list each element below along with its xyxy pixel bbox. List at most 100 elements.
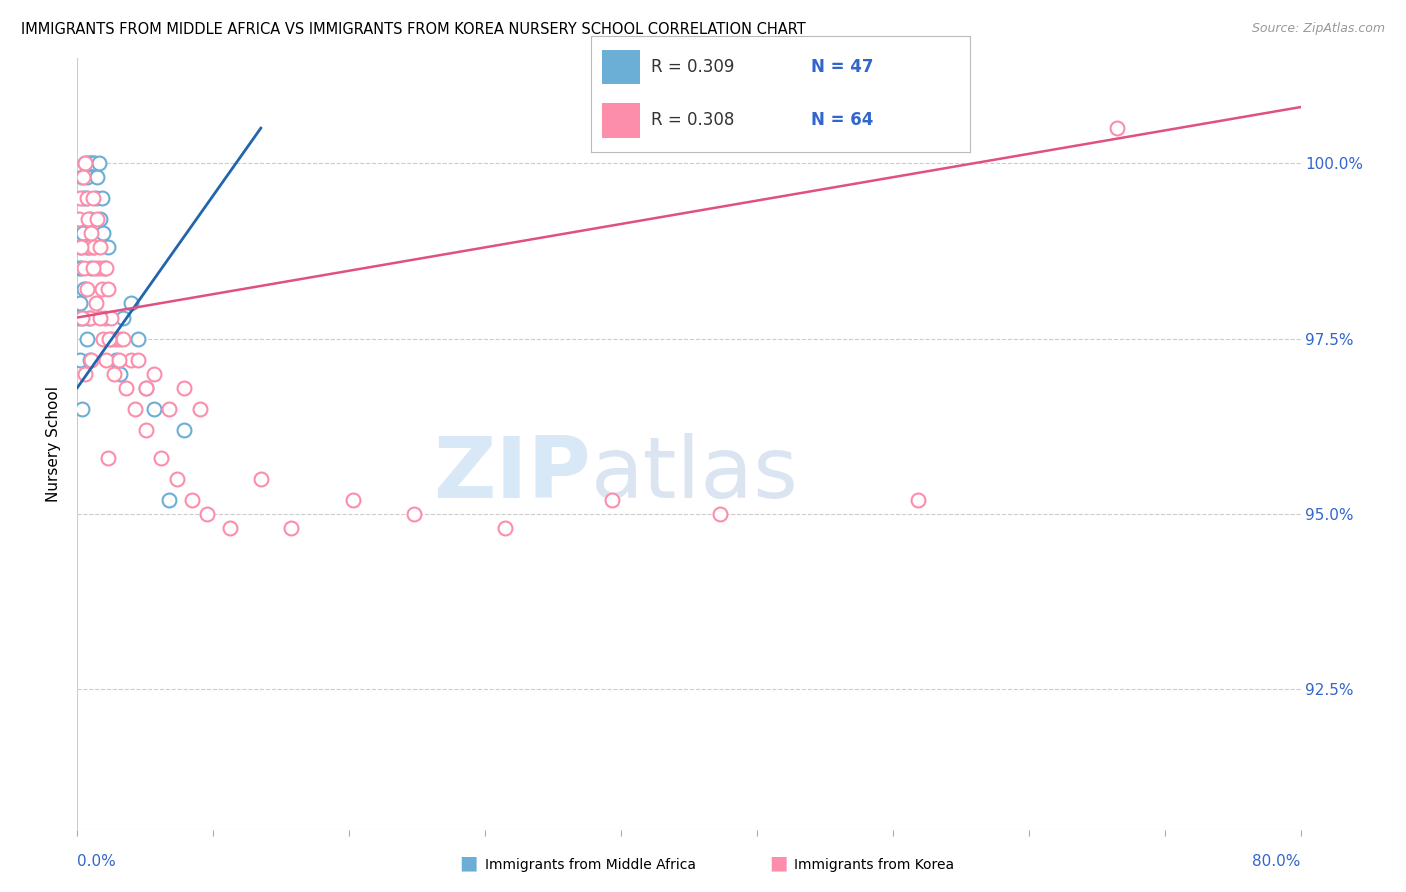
Point (84, 261, 107, 276)
Point (87, 156, 110, 170)
Point (120, 352, 142, 367)
Bar (602, 103, 640, 137)
Point (150, 450, 173, 465)
Point (181, 492, 204, 507)
Point (1107, 121, 1129, 136)
Point (135, 381, 157, 395)
Point (90, 191, 112, 205)
Point (69, 352, 91, 367)
Point (67, 261, 90, 276)
Point (87, 261, 110, 276)
Point (84, 191, 107, 205)
Point (112, 310, 135, 325)
Point (91, 227, 114, 241)
Point (124, 401, 146, 416)
Point (142, 401, 165, 416)
Point (135, 381, 157, 395)
Point (82, 261, 104, 276)
Text: Immigrants from Korea: Immigrants from Korea (794, 858, 955, 872)
Point (96, 261, 118, 276)
Point (127, 352, 149, 367)
Point (73, 282, 96, 296)
Text: R = 0.308: R = 0.308 (651, 112, 734, 129)
Point (142, 367, 165, 381)
Point (80, 156, 103, 170)
Point (70, 170, 93, 185)
Point (907, 492, 929, 507)
Point (73, 367, 96, 381)
Point (94, 310, 117, 325)
Point (86, 296, 108, 310)
Point (67, 310, 90, 325)
Point (79, 156, 101, 170)
Point (107, 352, 129, 367)
Point (602, 492, 624, 507)
Point (173, 381, 195, 395)
Point (709, 507, 731, 521)
Point (82, 240, 104, 254)
Point (77, 212, 100, 227)
Point (77, 310, 100, 325)
Text: ■: ■ (769, 854, 787, 872)
Text: 0.0%: 0.0% (77, 855, 117, 869)
Point (83, 240, 105, 254)
Text: N = 47: N = 47 (811, 58, 873, 76)
Point (108, 332, 131, 346)
Text: ■: ■ (460, 854, 478, 872)
Point (72, 191, 94, 205)
Point (70, 401, 93, 416)
Point (73, 156, 96, 170)
Point (112, 332, 135, 346)
Text: N = 64: N = 64 (811, 112, 873, 129)
Point (76, 332, 98, 346)
Point (91, 332, 114, 346)
Point (250, 472, 273, 486)
Point (79, 212, 101, 227)
Point (86, 170, 108, 185)
Text: Immigrants from Middle Africa: Immigrants from Middle Africa (485, 858, 696, 872)
Point (76, 170, 98, 185)
Point (76, 240, 98, 254)
Point (195, 507, 218, 521)
Point (98, 332, 121, 346)
Text: Source: ZipAtlas.com: Source: ZipAtlas.com (1251, 22, 1385, 36)
Point (73, 282, 96, 296)
Point (73, 156, 96, 170)
Point (73, 261, 96, 276)
Point (135, 423, 157, 437)
Point (79, 310, 101, 325)
Point (402, 507, 425, 521)
Point (104, 332, 127, 346)
Point (115, 381, 138, 395)
Text: 80.0%: 80.0% (1253, 855, 1301, 869)
Point (67, 212, 90, 227)
Point (120, 296, 142, 310)
Point (70, 310, 93, 325)
Point (69, 296, 91, 310)
Point (103, 367, 125, 381)
Point (69, 191, 91, 205)
Text: ZIP: ZIP (433, 434, 591, 516)
Text: IMMIGRANTS FROM MIDDLE AFRICA VS IMMIGRANTS FROM KOREA NURSERY SCHOOL CORRELATIO: IMMIGRANTS FROM MIDDLE AFRICA VS IMMIGRA… (21, 22, 806, 37)
Point (86, 212, 108, 227)
Point (75, 191, 97, 205)
Point (94, 261, 117, 276)
Point (79, 240, 101, 254)
Point (70, 240, 93, 254)
Point (97, 450, 120, 465)
Point (100, 332, 122, 346)
Point (495, 521, 517, 535)
Point (104, 352, 127, 367)
Point (83, 156, 105, 170)
Point (90, 282, 112, 296)
Point (342, 492, 364, 507)
Point (108, 367, 131, 381)
Point (219, 521, 242, 535)
Point (166, 472, 188, 486)
Point (72, 170, 94, 185)
Text: R = 0.309: R = 0.309 (651, 58, 734, 76)
Point (72, 310, 94, 325)
Point (127, 332, 149, 346)
Point (77, 156, 100, 170)
Point (72, 227, 94, 241)
